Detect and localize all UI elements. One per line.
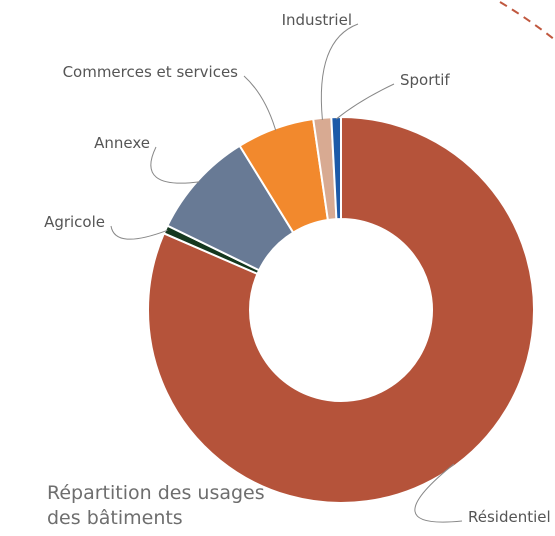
- slice-label: Industriel: [282, 11, 352, 29]
- slice-label: Commerces et services: [63, 63, 239, 81]
- leader-line: [320, 23, 359, 120]
- slice: [330, 115, 342, 221]
- slice-label: Résidentiel: [468, 508, 551, 526]
- slice-label: Annexe: [94, 134, 150, 152]
- leader-line: [150, 146, 200, 184]
- leader-line: [243, 75, 277, 131]
- leader-line: [110, 225, 168, 240]
- slice: [147, 115, 535, 504]
- slice-label: Sportif: [400, 71, 450, 89]
- slice-label: Agricole: [44, 213, 105, 231]
- decorative-arc: [499, 1, 555, 41]
- chart-title: Répartition des usages des bâtiments: [47, 482, 265, 529]
- leader-line: [335, 83, 395, 120]
- leader-line: [414, 463, 463, 523]
